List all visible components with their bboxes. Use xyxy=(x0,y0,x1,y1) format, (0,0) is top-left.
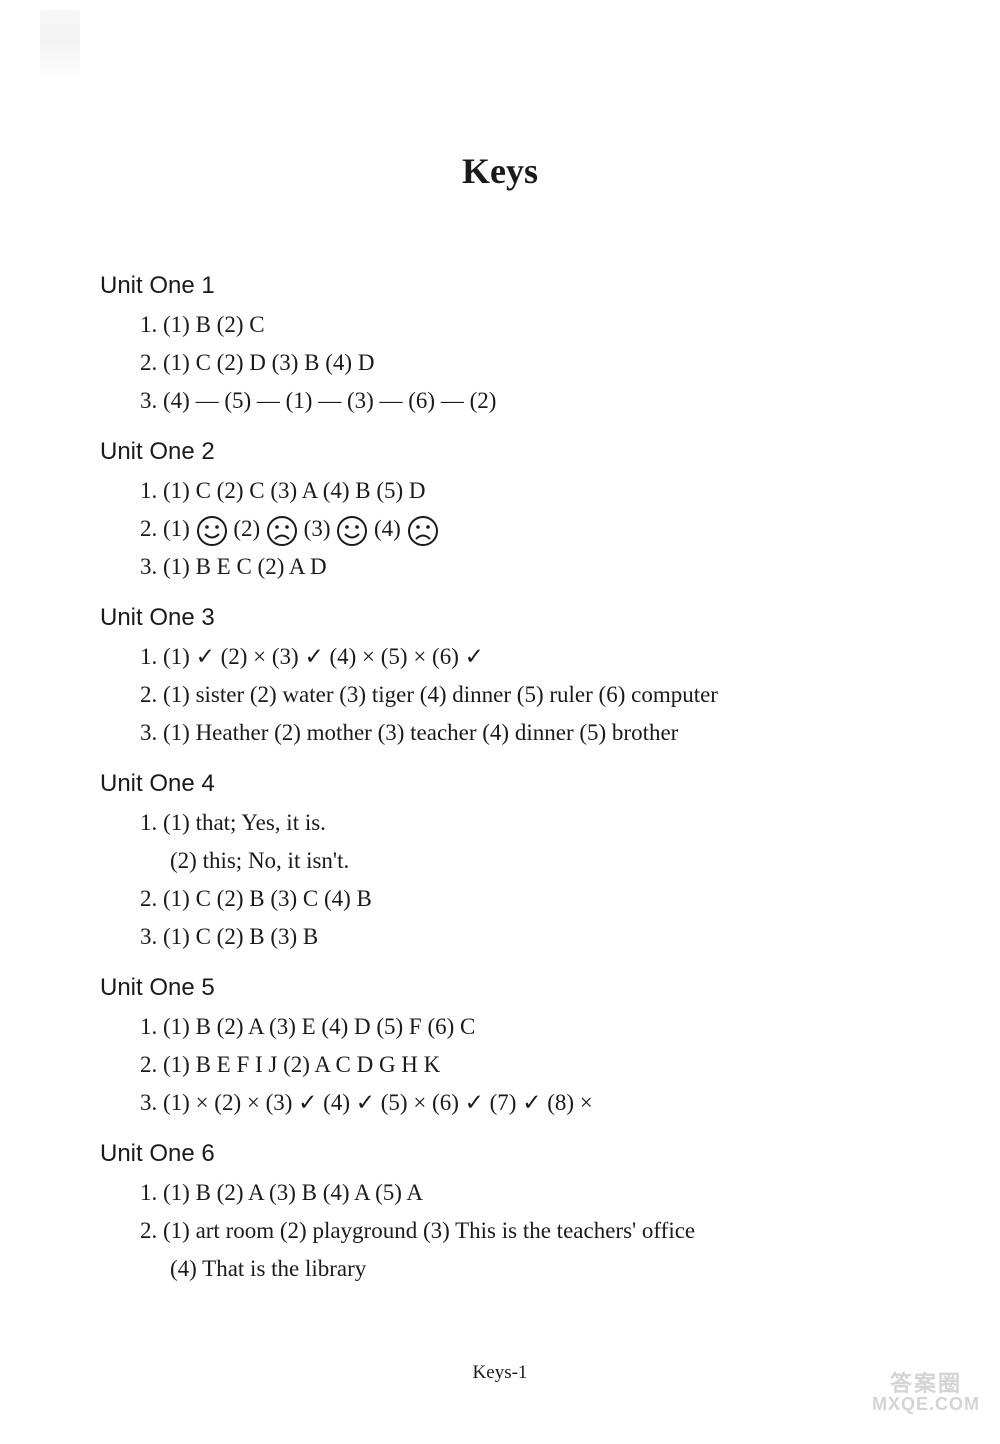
u1-line1: 1. (1) B (2) C xyxy=(140,306,910,344)
watermark-line2: MXQE.COM xyxy=(872,1395,980,1414)
u3-line1: 1. (1) ✓ (2) × (3) ✓ (4) × (5) × (6) ✓ xyxy=(140,638,910,676)
unit-5-heading: Unit One 5 xyxy=(100,974,910,1002)
u2-l2-p2: (2) xyxy=(233,516,266,541)
unit-4-heading: Unit One 4 xyxy=(100,770,910,798)
u6-line2: 2. (1) art room (2) playground (3) This … xyxy=(140,1212,910,1250)
u3-line2: 2. (1) sister (2) water (3) tiger (4) di… xyxy=(140,676,910,714)
u2-line2: 2. (1) (2) (3) (4) xyxy=(140,510,910,548)
unit-2-heading: Unit One 2 xyxy=(100,438,910,466)
u2-line1: 1. (1) C (2) C (3) A (4) B (5) D xyxy=(140,472,910,510)
u4-line2: 2. (1) C (2) B (3) C (4) B xyxy=(140,880,910,918)
u4-line1b: (2) this; No, it isn't. xyxy=(170,842,910,880)
frown-icon xyxy=(266,515,298,547)
u6-line1: 1. (1) B (2) A (3) B (4) A (5) A xyxy=(140,1174,910,1212)
u2-l2-p1: 2. (1) xyxy=(140,516,196,541)
smile-icon xyxy=(196,515,228,547)
page-footer: Keys-1 xyxy=(0,1362,1000,1384)
page: Keys Unit One 1 1. (1) B (2) C 2. (1) C … xyxy=(0,0,1000,1444)
frown-icon xyxy=(407,515,439,547)
u4-line1: 1. (1) that; Yes, it is. xyxy=(140,804,910,842)
u2-l2-p4: (4) xyxy=(374,516,407,541)
page-title: Keys xyxy=(90,150,910,192)
u6-line2b: (4) That is the library xyxy=(170,1250,910,1288)
u5-line3: 3. (1) × (2) × (3) ✓ (4) ✓ (5) × (6) ✓ (… xyxy=(140,1084,910,1122)
unit-6-heading: Unit One 6 xyxy=(100,1140,910,1168)
smile-icon xyxy=(336,515,368,547)
unit-3-heading: Unit One 3 xyxy=(100,604,910,632)
u2-line3: 3. (1) B E C (2) A D xyxy=(140,548,910,586)
u2-l2-p3: (3) xyxy=(304,516,337,541)
u1-line2: 2. (1) C (2) D (3) B (4) D xyxy=(140,344,910,382)
scan-artifact xyxy=(40,10,80,80)
u5-line1: 1. (1) B (2) A (3) E (4) D (5) F (6) C xyxy=(140,1008,910,1046)
unit-1-heading: Unit One 1 xyxy=(100,272,910,300)
watermark: 答案圈 MXQE.COM xyxy=(872,1372,980,1414)
watermark-line1: 答案圈 xyxy=(872,1372,980,1395)
u1-line3: 3. (4) — (5) — (1) — (3) — (6) — (2) xyxy=(140,382,910,420)
u3-line3: 3. (1) Heather (2) mother (3) teacher (4… xyxy=(140,714,910,752)
u4-line3: 3. (1) C (2) B (3) B xyxy=(140,918,910,956)
u5-line2: 2. (1) B E F I J (2) A C D G H K xyxy=(140,1046,910,1084)
